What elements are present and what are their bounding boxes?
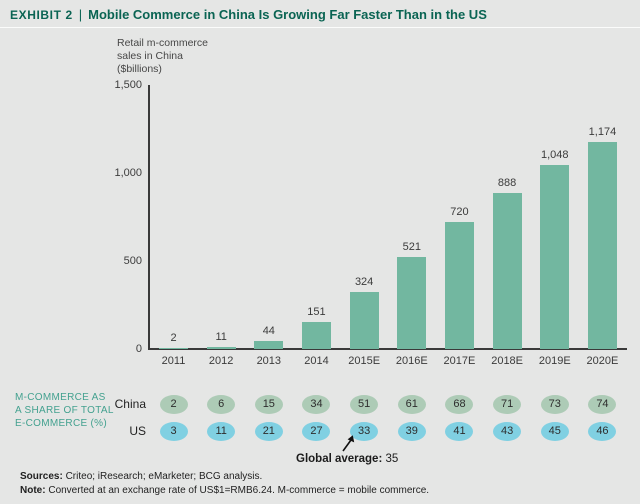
share-oval-us-2017E: 41: [445, 421, 474, 441]
y-axis-tick-label: 500: [123, 254, 142, 267]
share-oval-us-2018E: 43: [493, 421, 522, 441]
x-axis-tick-label: 2020E: [586, 355, 619, 367]
bar-value-label: 324: [354, 275, 374, 288]
y-axis-title: Retail m-commerce sales in China ($billi…: [117, 37, 209, 75]
bar-2015E: [349, 291, 379, 349]
bar-2011: [159, 348, 188, 349]
annotation-arrow-icon: [342, 435, 355, 452]
share-oval-us-2011: 3: [159, 421, 188, 441]
share-oval-china-2015E: 51: [350, 394, 379, 414]
share-oval-china-2012: 6: [207, 394, 236, 414]
bar-value-label: 11: [215, 331, 227, 344]
bar-value-label: 151: [307, 306, 326, 319]
footer: Sources: Criteo; iResearch; eMarketer; B…: [20, 470, 620, 497]
title-text: Mobile Commerce in China Is Growing Far …: [88, 7, 487, 22]
share-oval-china-2013: 15: [254, 394, 283, 414]
bar-2014: [301, 322, 331, 349]
bar-value-label: 2: [170, 332, 177, 344]
exhibit-number: EXHIBIT 2: [10, 8, 73, 22]
sources-label: Sources:: [20, 471, 63, 482]
bar-2020E: [587, 142, 617, 349]
share-oval-us-2012: 11: [207, 421, 236, 441]
title-divider: [0, 27, 640, 28]
share-table-label: M-COMMERCE AS A SHARE OF TOTAL E-COMMERC…: [15, 392, 114, 429]
global-average-annotation: Global average: 35: [296, 453, 398, 465]
share-oval-china-2020E: 74: [588, 394, 617, 414]
bar-2018E: [492, 192, 522, 349]
x-axis-tick-label: 2018E: [491, 355, 524, 367]
bar-value-label: 1,048: [541, 148, 569, 161]
x-axis-tick-label: 2013: [256, 355, 282, 367]
sources-line: Sources: Criteo; iResearch; eMarketer; B…: [20, 470, 620, 484]
bar-value-label: 888: [497, 176, 517, 189]
share-oval-us-2015E: 33: [350, 421, 379, 441]
share-oval-us-2014: 27: [302, 421, 331, 441]
note-line: Note: Converted at an exchange rate of U…: [20, 484, 620, 498]
row-label-us: US: [129, 424, 146, 438]
x-axis-tick-label: 2015E: [348, 355, 381, 367]
bar-2019E: [540, 164, 570, 349]
share-oval-china-2014: 34: [302, 394, 331, 414]
global-average-label: Global average:: [296, 453, 383, 465]
share-oval-china-2011: 2: [159, 394, 188, 414]
share-oval-us-2016E: 39: [397, 421, 426, 441]
x-axis-tick-label: 2016E: [395, 355, 428, 367]
y-axis-tick-label: 1,000: [114, 166, 142, 179]
bar-value-label: 44: [262, 325, 275, 338]
share-oval-china-2016E: 61: [397, 394, 426, 414]
x-axis-tick-label: 2014: [304, 355, 329, 367]
x-axis-line: [148, 348, 627, 350]
bar-2016E: [397, 257, 427, 349]
y-axis-line: [148, 85, 150, 349]
note-label: Note:: [20, 484, 46, 496]
x-axis-tick-label: 2011: [161, 355, 186, 367]
bar-2013: [254, 341, 284, 349]
sources-text: Criteo; iResearch; eMarketer; BCG analys…: [62, 471, 263, 482]
bar-value-label: 521: [402, 241, 421, 254]
global-average-value: 35: [385, 453, 399, 465]
share-oval-china-2018E: 71: [493, 394, 522, 414]
title-separator: |: [78, 7, 83, 22]
row-label-china: China: [114, 397, 146, 411]
bar-2012: [206, 347, 236, 349]
x-axis-tick-label: 2019E: [538, 355, 571, 367]
bar-2017E: [444, 222, 474, 349]
bar-value-label: 720: [450, 206, 469, 219]
share-oval-us-2013: 21: [254, 421, 283, 441]
x-axis-tick-label: 2012: [208, 355, 234, 367]
share-oval-china-2017E: 68: [445, 394, 474, 414]
share-oval-us-2020E: 46: [588, 421, 617, 441]
note-text: Converted at an exchange rate of US$1=RM…: [45, 484, 430, 496]
share-oval-us-2019E: 45: [540, 421, 569, 441]
y-axis-tick-label: 1,500: [114, 78, 142, 91]
bar-value-label: 1,174: [588, 126, 617, 139]
exhibit-title: EXHIBIT 2 | Mobile Commerce in China Is Gr…: [10, 7, 630, 22]
share-oval-china-2019E: 73: [540, 394, 569, 414]
y-axis-tick-label: 0: [135, 342, 142, 355]
x-axis-tick-label: 2017E: [443, 355, 476, 367]
